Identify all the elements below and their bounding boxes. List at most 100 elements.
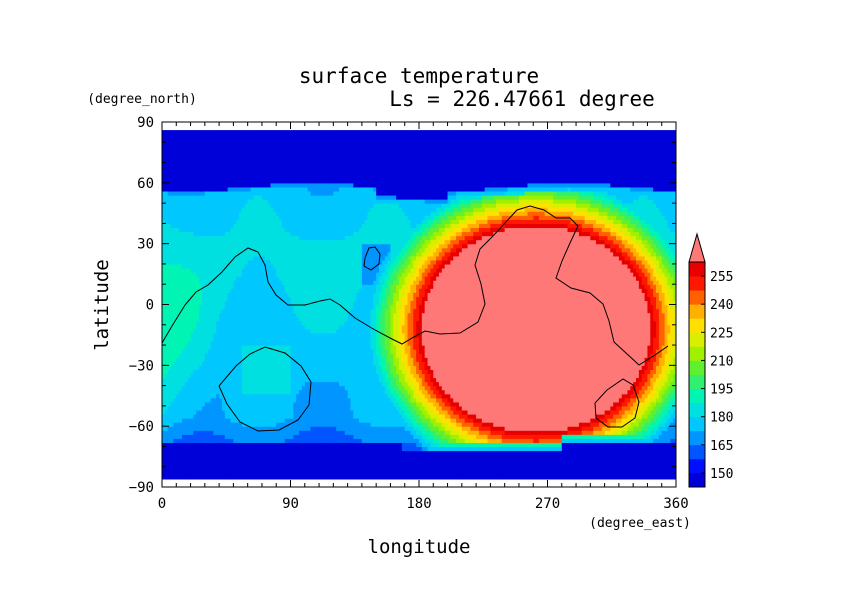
field-cell xyxy=(221,320,226,326)
field-cell xyxy=(181,235,186,241)
field-cell xyxy=(279,215,283,220)
field-cell xyxy=(264,308,269,314)
field-cell xyxy=(279,263,283,269)
field-cell xyxy=(253,190,257,196)
field-cell xyxy=(241,397,246,403)
field-cell xyxy=(293,369,297,375)
field-cell xyxy=(279,353,283,358)
field-cell xyxy=(201,353,206,358)
field-cell xyxy=(179,422,183,427)
field-cell xyxy=(319,454,323,460)
field-cell xyxy=(193,219,197,224)
field-cell xyxy=(279,259,283,265)
field-cell xyxy=(176,199,180,204)
field-cell xyxy=(164,328,169,334)
field-cell xyxy=(244,211,249,216)
field-cell xyxy=(259,365,263,370)
field-cell xyxy=(233,142,237,147)
field-cell xyxy=(196,199,200,204)
field-cell xyxy=(179,430,183,435)
field-cell xyxy=(224,409,229,415)
field-cell xyxy=(179,454,183,460)
field-cell xyxy=(207,385,212,391)
field-cell xyxy=(279,312,283,318)
field-cell xyxy=(216,174,220,180)
field-cell xyxy=(281,422,286,427)
field-cell xyxy=(236,178,240,184)
field-cell xyxy=(279,332,283,338)
field-cell xyxy=(301,426,306,431)
field-cell xyxy=(256,190,260,196)
field-cell xyxy=(261,288,266,293)
field-cell xyxy=(256,393,260,399)
field-cell xyxy=(213,182,217,188)
field-cell xyxy=(313,142,317,147)
field-cell xyxy=(230,361,234,366)
field-cell xyxy=(267,418,272,423)
field-cell xyxy=(167,284,172,289)
field-cell xyxy=(224,466,229,472)
field-cell xyxy=(176,223,180,229)
field-cell xyxy=(230,320,234,326)
field-cell xyxy=(244,304,249,310)
field-cell xyxy=(224,272,229,277)
field-cell xyxy=(173,288,177,293)
field-cell xyxy=(210,199,214,204)
field-cell xyxy=(210,430,214,435)
field-cell xyxy=(256,235,260,241)
field-cell xyxy=(167,381,172,387)
field-cell xyxy=(307,466,312,472)
field-cell xyxy=(284,345,289,350)
field-cell xyxy=(290,259,294,265)
field-cell xyxy=(241,263,246,269)
field-cell xyxy=(313,296,317,302)
field-cell xyxy=(170,203,175,208)
field-cell xyxy=(162,377,166,383)
field-cell xyxy=(199,458,203,464)
field-cell xyxy=(196,203,200,208)
field-cell xyxy=(296,434,300,439)
field-cell xyxy=(241,134,246,139)
field-cell xyxy=(199,292,203,297)
field-cell xyxy=(279,211,283,216)
field-cell xyxy=(221,203,226,208)
field-cell xyxy=(290,381,294,387)
field-cell xyxy=(256,426,260,431)
field-cell xyxy=(264,154,269,160)
field-cell xyxy=(253,308,257,314)
field-cell xyxy=(190,231,195,237)
field-cell xyxy=(230,211,234,216)
field-cell xyxy=(213,255,217,261)
field-cell xyxy=(181,231,186,237)
field-cell xyxy=(181,324,186,330)
field-cell xyxy=(201,142,206,147)
field-cell xyxy=(313,195,317,200)
field-cell xyxy=(179,211,183,216)
field-cell xyxy=(170,239,175,245)
field-cell xyxy=(307,470,312,476)
field-cell xyxy=(170,178,175,184)
field-cell xyxy=(196,458,200,464)
field-cell xyxy=(273,259,277,265)
field-cell xyxy=(213,239,217,245)
field-cell xyxy=(316,162,320,168)
field-cell xyxy=(239,146,243,151)
field-cell xyxy=(170,422,175,427)
field-cell xyxy=(296,470,300,476)
field-cell xyxy=(279,414,283,419)
field-cell xyxy=(293,349,297,354)
field-cell xyxy=(281,251,286,257)
field-cell xyxy=(196,174,200,180)
field-cell xyxy=(256,442,260,448)
field-cell xyxy=(204,446,209,452)
field-cell xyxy=(213,430,217,435)
field-cell xyxy=(236,190,240,196)
field-cell xyxy=(253,186,257,192)
field-cell xyxy=(259,462,263,468)
field-cell xyxy=(270,292,274,297)
field-cell xyxy=(310,373,314,379)
field-cell xyxy=(247,288,252,293)
field-cell xyxy=(190,134,195,139)
field-cell xyxy=(310,446,314,452)
field-cell xyxy=(253,138,257,143)
